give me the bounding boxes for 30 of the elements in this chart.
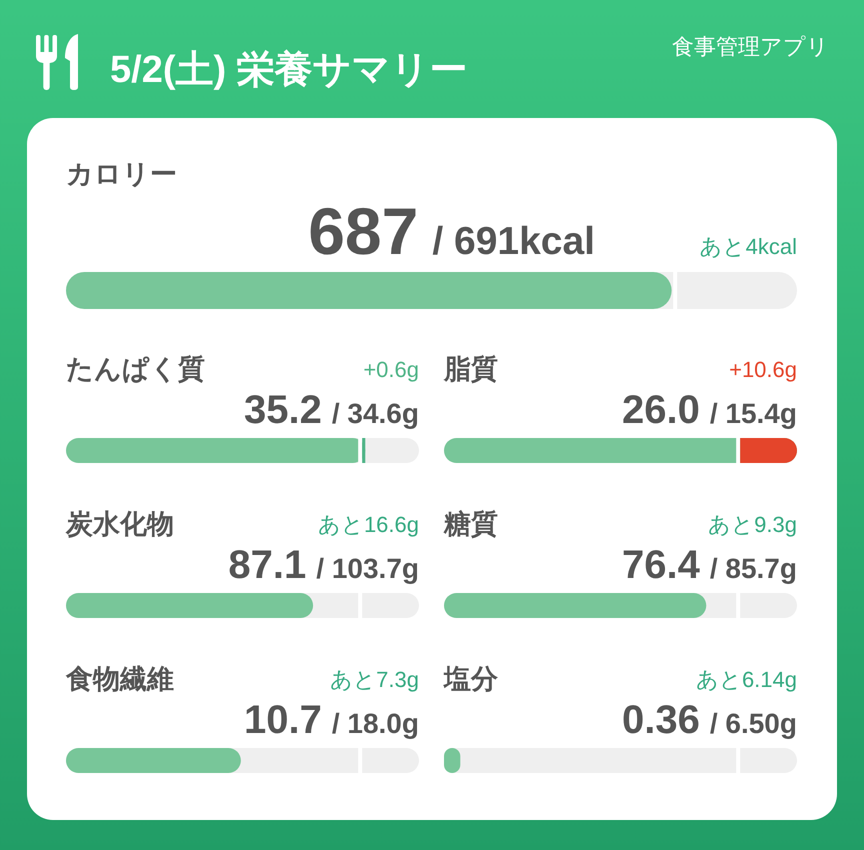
amount-label: 35.2: [244, 388, 322, 432]
annotation: あと7.3g: [330, 667, 419, 692]
target-label: / 85.7g: [710, 553, 797, 584]
annotation: あと16.6g: [318, 512, 419, 537]
title: たんぱく質: [66, 354, 205, 384]
amount-label: 687: [308, 194, 418, 268]
amount-label: 87.1: [228, 543, 306, 587]
target-label: / 34.6g: [332, 398, 419, 429]
title: 食物繊維: [66, 664, 174, 694]
annotation: あと4kcal: [700, 234, 797, 259]
over-target-label: +10.6g: [729, 357, 797, 382]
amount-label: 10.7: [244, 698, 322, 742]
amount-label: 76.4: [622, 543, 700, 587]
annotation: あと9.3g: [708, 512, 797, 537]
target-label: / 691kcal: [432, 220, 595, 263]
annotation: あと6.14g: [696, 667, 797, 692]
annotation: 食事管理アプリ: [672, 34, 829, 59]
title: カロリー: [66, 159, 177, 189]
target-label: / 18.0g: [332, 708, 419, 739]
title: 脂質: [444, 354, 498, 384]
amount-label: 0.36: [622, 698, 700, 742]
title: 5/2(土) 栄養サマリー: [110, 49, 468, 91]
over-target-label: +0.6g: [363, 357, 419, 382]
title: 炭水化物: [66, 509, 174, 539]
target-label: / 15.4g: [710, 398, 797, 429]
amount-label: 26.0: [622, 388, 700, 432]
title: 糖質: [444, 509, 498, 539]
target-label: / 103.7g: [316, 553, 419, 584]
target-label: / 6.50g: [710, 708, 797, 739]
title: 塩分: [444, 664, 498, 694]
